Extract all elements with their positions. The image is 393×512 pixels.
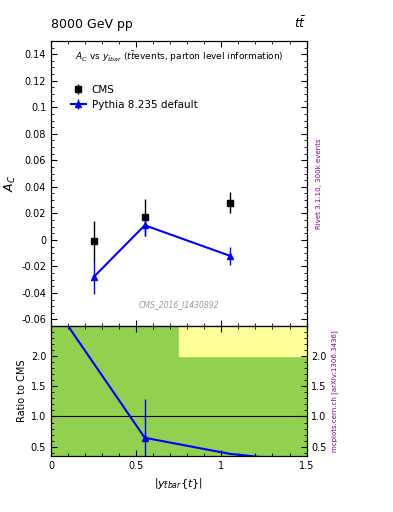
Y-axis label: Rivet 3.1.10, 300k events: Rivet 3.1.10, 300k events [316, 138, 321, 229]
Text: CMS_2016_I1430892: CMS_2016_I1430892 [139, 300, 219, 309]
Y-axis label: mcplots.cern.ch [arXiv:1306.3436]: mcplots.cern.ch [arXiv:1306.3436] [331, 330, 338, 452]
X-axis label: $\left|y_{\bar{t}bar}\left\{t\right\}\right|$: $\left|y_{\bar{t}bar}\left\{t\right\}\ri… [154, 476, 203, 491]
Y-axis label: $A_C$: $A_C$ [4, 175, 18, 192]
Text: $A_C$ vs $y_{\bar{t}bar}$ ($t\bar{t}$events, parton level information): $A_C$ vs $y_{\bar{t}bar}$ ($t\bar{t}$eve… [75, 50, 283, 65]
Legend: CMS, Pythia 8.235 default: CMS, Pythia 8.235 default [66, 80, 202, 114]
Text: 8000 GeV pp: 8000 GeV pp [51, 18, 133, 31]
Text: $t\bar{t}$: $t\bar{t}$ [294, 15, 307, 31]
Bar [179, 326, 307, 356]
Y-axis label: Ratio to CMS: Ratio to CMS [17, 359, 27, 422]
